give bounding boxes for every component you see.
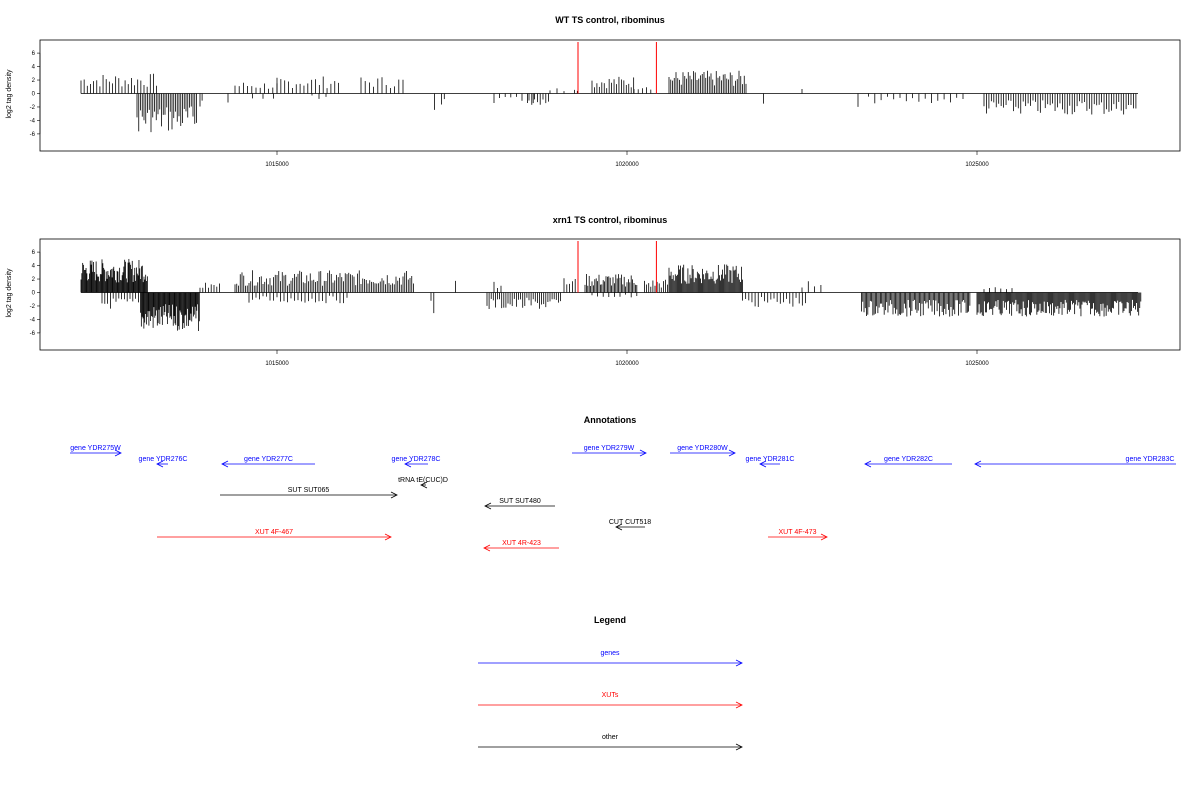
annotation-label: gene YDR280W (677, 445, 728, 452)
annotation-arrow (484, 502, 555, 510)
legend-title: Legend (594, 615, 626, 625)
annotation-label: gene YDR275W (70, 445, 121, 452)
y-tick-label: -2 (30, 304, 36, 310)
legend: Legend genes XUTs other (478, 615, 743, 751)
annotation-arrow (404, 460, 428, 468)
y-tick-label: 6 (32, 51, 36, 57)
y-tick-label: -6 (30, 132, 36, 138)
annotation-arrow (70, 449, 122, 457)
annotation-label: SUT SUT065 (288, 487, 330, 494)
annotation-arrow (864, 460, 952, 468)
annotation-label: XUT 4F-467 (255, 529, 293, 536)
plot-frame (39, 238, 1181, 351)
annotation-label: gene YDR276C (139, 456, 188, 463)
panel-title: xrn1 TS control, ribominus (553, 215, 668, 225)
annotation-arrow (483, 544, 559, 552)
y-tick-label: 0 (32, 92, 36, 98)
annotation-arrow (572, 449, 647, 457)
y-tick-label: 0 (32, 291, 36, 297)
annotation-label: XUT 4F-473 (779, 529, 817, 536)
annotation-label: gene YDR279W (584, 445, 635, 452)
x-tick-label: 1025000 (965, 361, 989, 367)
legend-label: genes (600, 650, 620, 657)
annotation-label: CUT CUT518 (609, 519, 651, 526)
y-tick-label: -2 (30, 105, 36, 111)
legend-label: other (602, 734, 619, 741)
annotation-arrow (220, 491, 398, 499)
annotation-arrow (974, 460, 1176, 468)
y-axis-label: log2 tag density (6, 69, 13, 119)
y-tick-label: 6 (32, 250, 36, 256)
annotation-arrow (156, 460, 168, 468)
legend-label: XUTs (602, 692, 619, 699)
annotation-arrow (670, 449, 736, 457)
annotation-label: tRNA tE(CUC)D (398, 477, 448, 484)
y-tick-label: 2 (32, 277, 36, 283)
legend-arrow-xuts (478, 701, 743, 709)
annotation-label: gene YDR283C (1126, 456, 1175, 463)
x-tick-label: 1020000 (615, 162, 639, 168)
y-tick-label: -4 (30, 317, 36, 323)
annotation-label: XUT 4R-423 (502, 540, 541, 547)
y-tick-label: -4 (30, 118, 36, 124)
y-tick-label: 4 (32, 264, 36, 270)
x-tick-label: 1015000 (265, 361, 289, 367)
plot-frame (39, 39, 1181, 152)
y-tick-label: 4 (32, 65, 36, 71)
x-tick-label: 1020000 (615, 361, 639, 367)
annotations-section: Annotations gene YDR275W gene YDR276C gene… (70, 415, 1176, 552)
xrn1-density-panel: xrn1 TS control, ribominus log2 tag dens… (6, 215, 1181, 367)
annotation-label: gene YDR282C (884, 456, 933, 463)
annotation-arrow (157, 533, 392, 541)
legend-arrow-other (478, 743, 743, 751)
annotation-arrow (615, 523, 645, 531)
annotation-arrow (759, 460, 780, 468)
x-tick-label: 1015000 (265, 162, 289, 168)
annotation-arrow (221, 460, 315, 468)
legend-arrow-genes (478, 659, 743, 667)
y-axis-label: log2 tag density (6, 268, 13, 318)
x-tick-label: 1025000 (965, 162, 989, 168)
y-tick-label: -6 (30, 331, 36, 337)
y-tick-label: 2 (32, 78, 36, 84)
annotation-label: SUT SUT480 (499, 498, 541, 505)
annotations-title: Annotations (584, 415, 637, 425)
panel-title: WT TS control, ribominus (555, 15, 665, 25)
annotation-label: gene YDR277C (244, 456, 293, 463)
annotation-label: gene YDR278C (392, 456, 441, 463)
wt-density-panel: WT TS control, ribominus log2 tag densit… (6, 15, 1181, 168)
annotation-label: gene YDR281C (746, 456, 795, 463)
annotation-arrow (768, 533, 828, 541)
annotation-arrow (420, 481, 428, 489)
